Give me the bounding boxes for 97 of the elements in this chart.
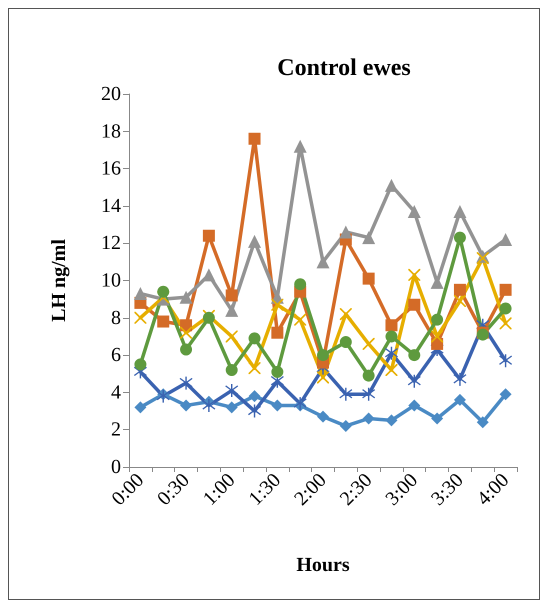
- point: [248, 132, 261, 145]
- point: [271, 399, 284, 412]
- point: [248, 362, 261, 374]
- chart-title: Control ewes: [277, 55, 411, 81]
- x-tick-label: 2:00: [290, 469, 331, 510]
- point: [226, 364, 238, 376]
- x-tick-label: 1:30: [244, 469, 286, 510]
- y-axis-title: LH ng/ml: [48, 238, 70, 322]
- point: [202, 398, 216, 412]
- point: [270, 374, 284, 388]
- point: [317, 410, 329, 423]
- point: [156, 390, 170, 403]
- point: [180, 399, 192, 412]
- point: [454, 394, 466, 406]
- point: [339, 226, 352, 239]
- point: [157, 316, 170, 328]
- point: [340, 420, 352, 432]
- point: [385, 330, 398, 342]
- point: [430, 276, 444, 289]
- point: [431, 412, 444, 425]
- point: [134, 312, 146, 324]
- x-tick-label: 3:30: [427, 469, 468, 510]
- point: [248, 404, 262, 418]
- point: [316, 255, 330, 268]
- point: [499, 354, 512, 368]
- point: [339, 388, 352, 401]
- point: [500, 317, 512, 330]
- point: [408, 374, 421, 388]
- point: [294, 140, 307, 153]
- point: [362, 272, 375, 285]
- x-tick-label: 1:00: [198, 469, 240, 510]
- point: [134, 358, 146, 370]
- point: [408, 298, 420, 311]
- point: [453, 204, 466, 218]
- y-tick-label: 0: [111, 456, 121, 478]
- point: [476, 416, 489, 428]
- y-tick-label: 12: [101, 232, 121, 254]
- x-axis-title: Hours: [296, 554, 350, 576]
- point: [248, 332, 261, 344]
- point: [453, 372, 466, 386]
- point: [362, 231, 376, 244]
- point: [134, 287, 147, 300]
- point: [384, 178, 398, 192]
- point: [454, 232, 466, 244]
- point: [499, 232, 512, 246]
- point: [294, 314, 306, 326]
- point: [294, 278, 306, 290]
- point: [476, 252, 489, 264]
- point: [500, 302, 512, 314]
- point: [384, 346, 398, 360]
- point: [180, 344, 192, 356]
- y-tick-label: 16: [101, 158, 121, 180]
- point: [408, 204, 421, 218]
- y-tick-label: 14: [101, 194, 121, 217]
- point: [317, 371, 329, 384]
- point: [157, 286, 170, 298]
- point: [271, 298, 284, 311]
- point: [500, 388, 512, 400]
- x-tick-label: 0:30: [153, 469, 194, 510]
- point: [408, 399, 420, 412]
- point: [362, 412, 375, 425]
- point: [500, 284, 512, 296]
- point: [225, 304, 238, 317]
- point: [225, 384, 238, 398]
- point: [454, 295, 466, 308]
- point: [431, 330, 444, 342]
- point: [180, 376, 193, 390]
- point: [226, 289, 238, 302]
- y-tick-label: 20: [101, 83, 121, 105]
- point: [317, 349, 329, 362]
- x-tick-label: 4:00: [472, 469, 514, 510]
- point: [271, 326, 284, 339]
- y-tick-label: 2: [111, 418, 121, 441]
- point: [271, 366, 284, 378]
- point: [362, 388, 376, 401]
- x-tick-label: 2:30: [336, 469, 376, 510]
- point: [226, 401, 238, 414]
- y-tick-label: 8: [111, 306, 121, 329]
- point: [385, 364, 398, 376]
- y-tick-label: 10: [101, 270, 121, 292]
- y-tick-label: 4: [111, 381, 121, 404]
- x-tick-label: 3:00: [381, 469, 422, 510]
- point: [385, 319, 398, 332]
- point: [408, 349, 420, 362]
- point: [180, 290, 193, 304]
- y-tick-label: 6: [111, 344, 121, 366]
- point: [454, 284, 466, 296]
- point: [134, 401, 146, 414]
- point: [248, 390, 261, 402]
- y-tick-label: 18: [101, 120, 121, 142]
- point: [248, 234, 262, 248]
- point: [408, 268, 420, 281]
- point: [385, 414, 398, 426]
- point: [202, 230, 215, 242]
- point: [362, 370, 375, 382]
- point: [431, 314, 444, 326]
- point: [340, 336, 352, 348]
